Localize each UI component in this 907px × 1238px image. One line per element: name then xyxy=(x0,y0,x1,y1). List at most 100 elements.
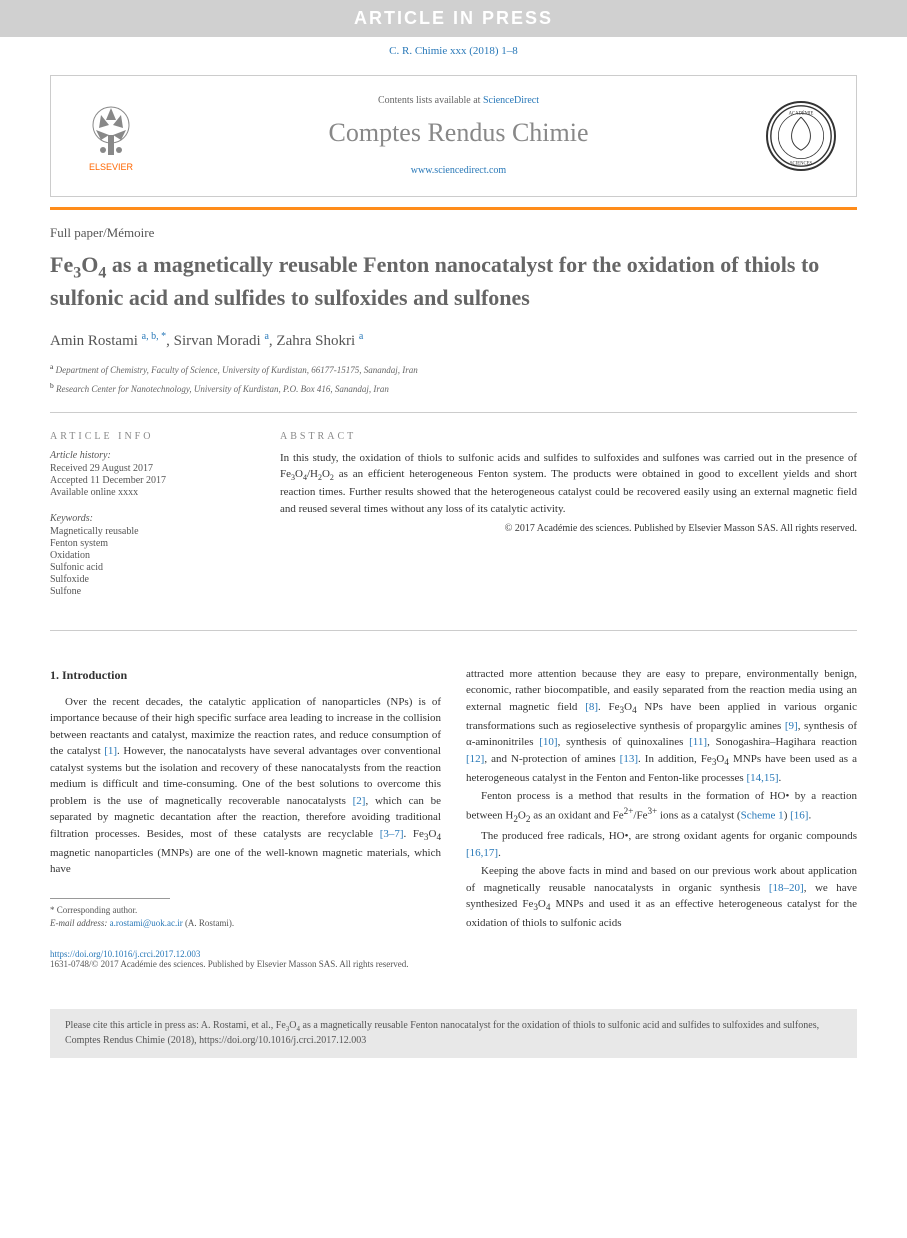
article-in-press-banner: ARTICLE IN PRESS xyxy=(0,0,907,37)
title-text: as a magnetically reusable Fenton nanoca… xyxy=(50,252,819,310)
body-text: as an oxidant and Fe xyxy=(530,809,623,821)
body-text: . xyxy=(498,847,501,859)
body-text: . xyxy=(808,809,811,821)
article-type: Full paper/Mémoire xyxy=(50,225,857,241)
email-line: E-mail address: a.rostami@uok.ac.ir (A. … xyxy=(50,917,441,931)
keywords-label: Keywords: xyxy=(50,513,250,524)
abstract-header: ABSTRACT xyxy=(280,431,857,442)
body-text: . Fe xyxy=(598,701,620,713)
scheme-link[interactable]: Scheme 1 xyxy=(741,809,784,821)
elsevier-text: ELSEVIER xyxy=(89,162,133,172)
reference-link[interactable]: [8] xyxy=(585,701,598,713)
history-label: Article history: xyxy=(50,450,250,461)
reference-link[interactable]: [3–7] xyxy=(380,828,404,840)
reference-link[interactable]: [1] xyxy=(104,745,117,757)
right-column: attracted more attention because they ar… xyxy=(466,666,857,934)
cite-text: Please cite this article in press as: A.… xyxy=(65,1020,286,1031)
svg-text:SCIENCES: SCIENCES xyxy=(790,161,813,166)
keyword: Sulfone xyxy=(50,586,250,597)
reference-link[interactable]: [16,17] xyxy=(466,847,498,859)
citation-box: Please cite this article in press as: A.… xyxy=(50,1009,857,1059)
reference-link[interactable]: [10] xyxy=(539,736,557,748)
title-text: Fe xyxy=(50,252,73,277)
body-sub: 4 xyxy=(436,832,441,842)
affiliation-line: b Research Center for Nanotechnology, Un… xyxy=(50,381,857,394)
reference-link[interactable]: [14,15] xyxy=(746,772,778,784)
body-text: , and N-protection of amines xyxy=(484,753,619,765)
author-affil-sup: a, b, * xyxy=(142,331,166,342)
keywords-section: Keywords: Magnetically reusable Fenton s… xyxy=(50,513,250,597)
received-date: Received 29 August 2017 xyxy=(50,463,250,474)
cite-text: O xyxy=(289,1020,296,1031)
body-text: /Fe xyxy=(633,809,647,821)
abstract-copyright: © 2017 Académie des sciences. Published … xyxy=(280,523,857,534)
elsevier-logo: ELSEVIER xyxy=(71,91,151,181)
elsevier-tree-icon xyxy=(81,100,141,160)
article-info-header: ARTICLE INFO xyxy=(50,431,250,442)
title-text: O xyxy=(81,252,98,277)
email-label: E-mail address: xyxy=(50,918,110,928)
journal-header-box: ELSEVIER Contents lists available at Sci… xyxy=(50,75,857,197)
info-abstract-row: ARTICLE INFO Article history: Received 2… xyxy=(50,431,857,612)
body-text: . Fe xyxy=(404,828,424,840)
affil-text: Research Center for Nanotechnology, Univ… xyxy=(54,384,389,394)
svg-text:ACADÉMIE: ACADÉMIE xyxy=(789,110,814,116)
sciencedirect-link[interactable]: ScienceDirect xyxy=(483,95,539,106)
reference-link[interactable]: [12] xyxy=(466,753,484,765)
intro-paragraph: Over the recent decades, the catalytic a… xyxy=(50,694,441,878)
left-column: 1. Introduction Over the recent decades,… xyxy=(50,666,441,934)
header-center: Contents lists available at ScienceDirec… xyxy=(151,95,766,178)
body-text: , Sonogashira–Hagihara reaction xyxy=(707,736,857,748)
keyword: Sulfonic acid xyxy=(50,562,250,573)
journal-url-link[interactable]: www.sciencedirect.com xyxy=(411,165,506,176)
reference-link[interactable]: [11] xyxy=(689,736,707,748)
keyword: Sulfoxide xyxy=(50,574,250,585)
footnote-separator xyxy=(50,898,170,899)
author-name: Zahra Shokri xyxy=(276,333,358,349)
article-info-column: ARTICLE INFO Article history: Received 2… xyxy=(50,431,250,612)
body-sup: 2+ xyxy=(624,806,634,816)
society-seal-icon: ACADÉMIE SCIENCES xyxy=(766,101,836,171)
reference-link[interactable]: [16] xyxy=(790,809,808,821)
body-text: O xyxy=(518,809,526,821)
divider xyxy=(50,412,857,413)
reference-link[interactable]: [18–20] xyxy=(769,882,804,894)
keyword: Fenton system xyxy=(50,538,250,549)
body-text: O xyxy=(538,898,546,910)
affiliation-line: a Department of Chemistry, Faculty of Sc… xyxy=(50,362,857,375)
history-section: Article history: Received 29 August 2017… xyxy=(50,450,250,498)
intro-heading: 1. Introduction xyxy=(50,666,441,684)
email-suffix: (A. Rostami). xyxy=(183,918,235,928)
abstract-span: O xyxy=(322,468,330,480)
reference-link[interactable]: [13] xyxy=(620,753,638,765)
body-text: . xyxy=(779,772,782,784)
abstract-span: as an efficient heterogeneous Fenton sys… xyxy=(280,468,857,515)
citation-header: C. R. Chimie xxx (2018) 1–8 xyxy=(0,37,907,65)
intro-paragraph: Keeping the above facts in mind and base… xyxy=(466,863,857,931)
article-title: Fe3O4 as a magnetically reusable Fenton … xyxy=(50,251,857,313)
accepted-date: Accepted 11 December 2017 xyxy=(50,475,250,486)
authors-line: Amin Rostami a, b, *, Sirvan Moradi a, Z… xyxy=(50,331,857,350)
corr-label: * Corresponding author. xyxy=(50,904,441,918)
keyword: Magnetically reusable xyxy=(50,526,250,537)
journal-name: Comptes Rendus Chimie xyxy=(151,118,766,148)
body-text: The produced free radicals, HO•, are str… xyxy=(481,830,857,842)
intro-paragraph: Fenton process is a method that results … xyxy=(466,788,857,826)
intro-paragraph: attracted more attention because they ar… xyxy=(466,666,857,786)
author-name: Amin Rostami xyxy=(50,333,142,349)
body-text: O xyxy=(624,701,632,713)
body-two-column: 1. Introduction Over the recent decades,… xyxy=(50,666,857,934)
online-date: Available online xxxx xyxy=(50,487,250,498)
doi-link[interactable]: https://doi.org/10.1016/j.crci.2017.12.0… xyxy=(50,949,857,959)
author-name: Sirvan Moradi xyxy=(174,333,265,349)
article-content: Full paper/Mémoire Fe3O4 as a magnetical… xyxy=(0,210,907,999)
reference-link[interactable]: [9] xyxy=(785,720,798,732)
intro-paragraph: The produced free radicals, HO•, are str… xyxy=(466,828,857,861)
body-sup: 3+ xyxy=(647,806,657,816)
email-link[interactable]: a.rostami@uok.ac.ir xyxy=(110,918,183,928)
keyword: Oxidation xyxy=(50,550,250,561)
issn-copyright: 1631-0748/© 2017 Académie des sciences. … xyxy=(50,959,857,969)
reference-link[interactable]: [2] xyxy=(353,795,366,807)
abstract-text: In this study, the oxidation of thiols t… xyxy=(280,450,857,518)
corresponding-author: * Corresponding author. E-mail address: … xyxy=(50,904,441,931)
